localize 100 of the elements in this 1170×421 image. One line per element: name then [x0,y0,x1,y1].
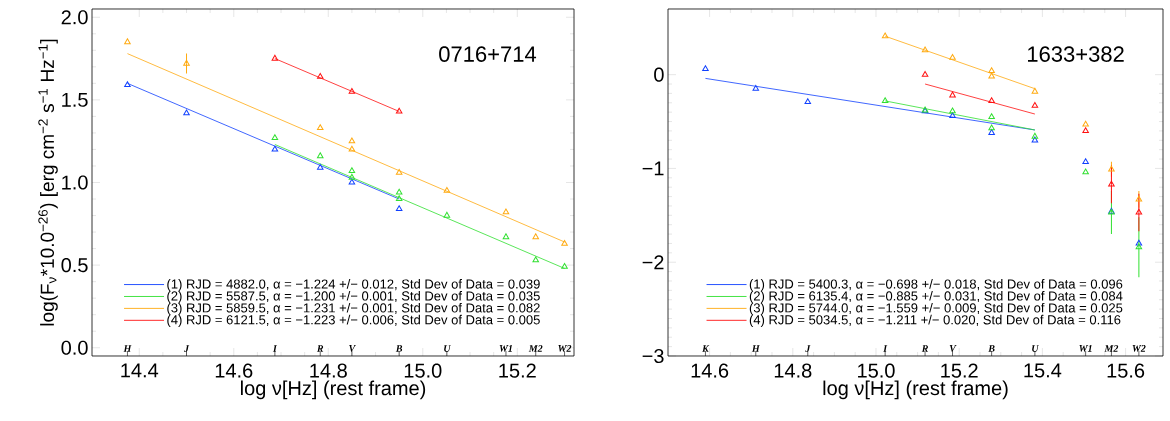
x-tick-label: 14.6 [215,363,253,378]
point [1135,195,1143,202]
annotation: H [123,345,132,352]
annotation: W2 [1132,345,1146,352]
point [183,109,190,116]
point [395,107,403,114]
y-tick-label: 0.5 [61,258,88,273]
point [1031,136,1039,143]
point [348,137,356,144]
point [949,107,956,114]
point [183,59,190,66]
point [316,73,324,79]
point [124,38,131,45]
y-tick-label: 0 [654,67,664,82]
point [348,178,356,185]
annotation: R [921,345,929,352]
annotation: M2 [528,345,543,352]
point [1031,101,1039,108]
point [316,163,324,170]
y-tick-label: −2 [642,255,664,270]
point [1135,243,1143,250]
point [443,211,451,218]
annotation: H [751,345,760,352]
x-tick-label: 14.6 [691,363,729,378]
x-tick-label: 15.2 [941,363,978,378]
point [988,67,995,73]
x-axis-title: log ν[Hz] (rest frame) [823,380,1008,400]
point [271,54,279,61]
point [395,188,403,195]
point [1082,168,1089,175]
y-tick-label: −3 [642,348,664,364]
annotation: U [444,345,451,352]
annotation: I [883,345,888,352]
text: 1633+382 [1028,46,1124,62]
point [348,173,356,180]
annotation: J [184,345,190,352]
point [988,72,995,79]
x-tick-label: 15.0 [404,363,442,378]
y-tick-label: 0.0 [61,340,88,355]
point [881,32,889,39]
point [271,145,279,152]
annotation: W1 [1079,345,1092,352]
point [395,168,403,175]
point [532,233,539,240]
point [1108,165,1115,172]
x-axis-title: log ν[Hz] (rest frame) [241,380,426,400]
annotation: W1 [499,345,512,352]
point [702,65,709,72]
legend-label: (2) RJD = 5587.5, α = −1.200 +/− 0.001, Std Dev of Data = 0.035 [167,291,540,304]
point [921,46,929,53]
x-tick-label: 14.8 [774,363,812,378]
y-tick-label: 1.5 [62,92,88,107]
point [949,54,956,60]
point [949,112,956,119]
annotation: R [316,345,324,352]
x-tick-label: 15.0 [858,363,895,378]
point [1082,127,1089,134]
point [271,134,279,140]
annotation: B [988,345,995,352]
point [988,97,995,104]
point [561,263,568,269]
x-tick-label: 15.2 [499,363,536,378]
legend-label: (4) RJD = 5034.5, α = −1.211 +/− 0.020, Std Dev of Data = 0.116 [749,314,1121,327]
x-tick-label: 14.8 [310,363,347,378]
annotation: J [805,345,811,352]
point [1082,120,1089,127]
point [1108,180,1115,187]
point [988,113,995,119]
point [348,87,356,94]
text: 0716+714 [439,46,537,62]
annotation: M2 [1104,345,1119,352]
point [348,145,356,152]
point [1135,239,1143,246]
point [881,97,889,104]
y-tick-label: 1.0 [62,175,88,190]
point [348,167,356,174]
point [752,85,760,91]
point [949,91,956,98]
y-tick-label: 2.0 [61,10,88,25]
point [502,233,510,240]
point [1135,208,1143,215]
point [395,205,403,212]
annotation: K [702,345,710,352]
y-tick-label: −1 [642,161,664,176]
point [443,187,451,193]
legend-label: (1) RJD = 5400.3, α = −0.698 +/− 0.018, Std Dev of Data = 0.096 [749,279,1123,292]
point [502,208,510,215]
point [316,124,324,131]
point [988,124,995,131]
text: log(F$_{ν}$*10.0$^{−26}$) [erg cm$^{−2}$ s$^{−1}$ Hz$^{−1}$] [38,39,58,326]
annotation: W2 [558,345,572,352]
point [1031,132,1039,139]
legend-label: (2) RJD = 6135.4, α = −0.885 +/− 0.031, Std Dev of Data = 0.084 [749,291,1123,304]
point [988,129,995,135]
annotation: V [349,345,356,352]
point [395,195,403,202]
annotation: V [949,345,957,352]
annotation: U [1032,345,1039,352]
legend-label: (1) RJD = 4882.0, α = −1.224 +/− 0.012, Std Dev of Data = 0.039 [167,279,540,292]
legend-label: (4) RJD = 6121.5, α = −1.223 +/− 0.006, Std Dev of Data = 0.005 [167,314,540,327]
